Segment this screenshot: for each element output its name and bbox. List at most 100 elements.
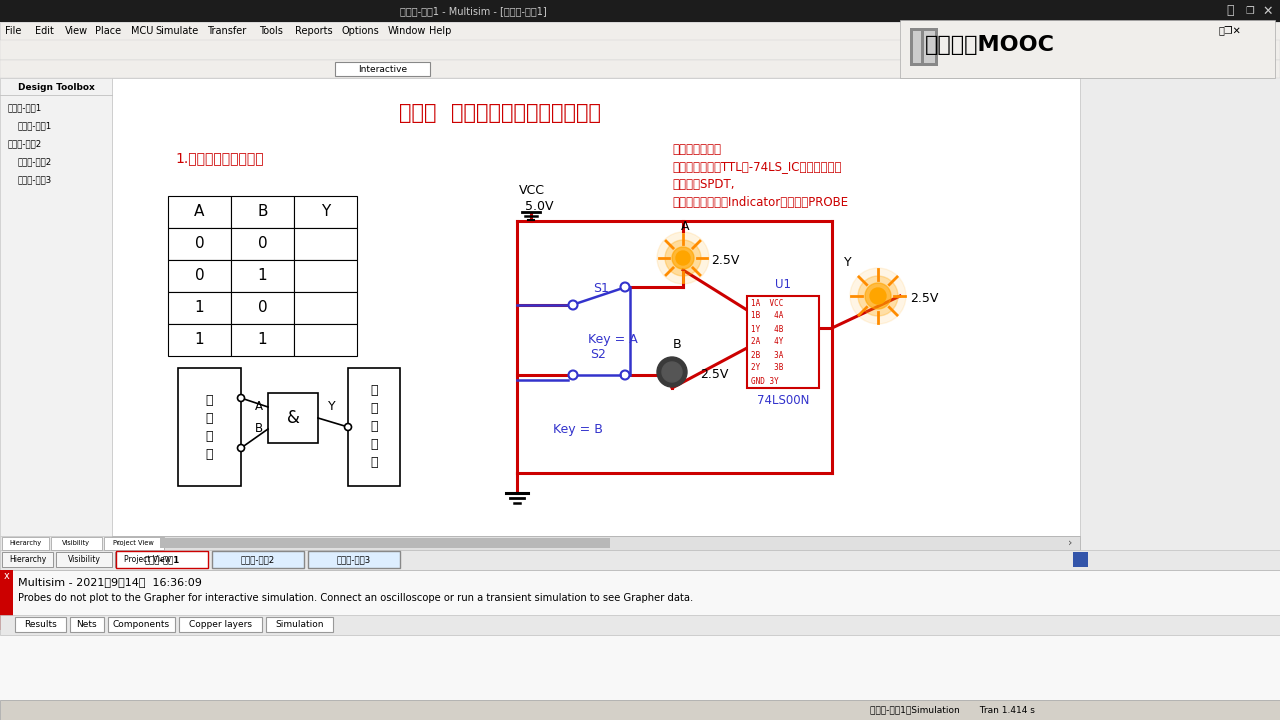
Text: 逻
辑
开
关: 逻 辑 开 关 (206, 394, 214, 461)
Text: 指示灯选择指示器Indicator子库里的PROBE: 指示灯选择指示器Indicator子库里的PROBE (672, 196, 849, 209)
Circle shape (621, 371, 630, 379)
Text: Interactive: Interactive (358, 65, 407, 73)
Text: 1.与非门逻辑功能测试: 1.与非门逻辑功能测试 (175, 151, 264, 165)
Bar (178, 617, 262, 632)
Text: 2.5V: 2.5V (700, 369, 728, 382)
Bar (0, 0, 1280, 22)
Text: Design Toolbox: Design Toolbox (18, 83, 95, 91)
Bar (913, 31, 934, 63)
Bar (0, 570, 13, 630)
Bar (3, 537, 49, 550)
Circle shape (657, 232, 709, 284)
Text: 2Y   3B: 2Y 3B (751, 364, 783, 372)
Text: B: B (255, 423, 262, 436)
Text: 1: 1 (257, 269, 268, 284)
Bar (0, 570, 1280, 720)
Text: 1: 1 (195, 300, 205, 315)
Bar (212, 551, 305, 568)
Text: 2.5V: 2.5V (910, 292, 938, 305)
Text: Y: Y (845, 256, 851, 269)
Text: 电
平
指
示
灯: 电 平 指 示 灯 (370, 384, 378, 469)
Text: File: File (5, 26, 22, 36)
Text: 实验六-步骤2: 实验六-步骤2 (18, 158, 52, 166)
Text: 仿真电路如下：: 仿真电路如下： (672, 143, 721, 156)
Bar (910, 28, 938, 66)
Text: &: & (287, 409, 300, 427)
Text: 2.5V: 2.5V (710, 254, 740, 268)
Text: Options: Options (340, 26, 379, 36)
Text: Y: Y (328, 400, 335, 413)
Text: 0: 0 (257, 300, 268, 315)
Text: Copper layers: Copper layers (188, 620, 252, 629)
Text: U1: U1 (774, 279, 791, 292)
Bar (168, 292, 230, 324)
Text: 中国大学MOOC: 中国大学MOOC (925, 35, 1055, 55)
Bar (113, 78, 1080, 536)
Bar (266, 617, 333, 632)
Bar (116, 551, 207, 568)
Bar (160, 538, 611, 548)
Bar (294, 324, 357, 356)
Text: 实验六-步骤1: 实验六-步骤1 (18, 122, 52, 130)
Circle shape (858, 276, 899, 316)
Circle shape (870, 288, 886, 304)
Text: －❒✕: －❒✕ (1219, 26, 1242, 36)
Bar (56, 552, 113, 567)
Bar (50, 537, 101, 550)
Bar (294, 196, 357, 228)
Text: Project View: Project View (113, 541, 154, 546)
Text: Key = B: Key = B (553, 423, 603, 436)
Bar (178, 368, 241, 486)
Circle shape (344, 423, 352, 431)
Bar (104, 537, 164, 550)
Text: 实验六  集成与非门与组合逻辑电路: 实验六 集成与非门与组合逻辑电路 (399, 103, 602, 123)
Text: 2B   3A: 2B 3A (751, 351, 783, 359)
Bar (3, 552, 54, 567)
Text: 集成与非门选择TTL库-74LS_IC列表里面选择: 集成与非门选择TTL库-74LS_IC列表里面选择 (672, 161, 841, 174)
Text: MCU: MCU (131, 26, 152, 36)
Text: Edit: Edit (35, 26, 54, 36)
Text: －: － (1226, 4, 1234, 17)
Bar (308, 551, 399, 568)
Bar (0, 22, 1280, 40)
Bar (15, 617, 65, 632)
Bar (108, 617, 174, 632)
Text: Probes do not plot to the Grapher for interactive simulation. Connect an oscillo: Probes do not plot to the Grapher for in… (18, 593, 694, 603)
Text: 1B   4A: 1B 4A (751, 312, 783, 320)
Bar (0, 78, 113, 536)
Text: ✕: ✕ (1263, 4, 1274, 17)
Text: Components: Components (113, 620, 169, 629)
Text: Nets: Nets (77, 620, 97, 629)
Text: Help: Help (429, 26, 451, 36)
Text: x: x (4, 571, 9, 581)
Bar (0, 615, 1280, 635)
Bar (168, 228, 230, 260)
Text: B: B (673, 338, 681, 351)
Bar (230, 260, 294, 292)
Bar (348, 368, 399, 486)
Text: ›: › (1068, 538, 1073, 548)
Text: 5.0V: 5.0V (525, 199, 553, 212)
Circle shape (672, 247, 694, 269)
Text: 2A   4Y: 2A 4Y (751, 338, 783, 346)
Text: GND 3Y: GND 3Y (751, 377, 778, 385)
Text: 0: 0 (195, 269, 205, 284)
Text: Hierarchy: Hierarchy (9, 555, 46, 564)
Text: Results: Results (24, 620, 56, 629)
Text: 实验六-步骤1 - Multisim - [实验六-步骤1]: 实验六-步骤1 - Multisim - [实验六-步骤1] (399, 6, 547, 16)
Text: 实验六-步骤3: 实验六-步骤3 (337, 556, 371, 564)
Bar (115, 552, 180, 567)
Text: Visibility: Visibility (68, 555, 101, 564)
Bar (69, 617, 104, 632)
Text: 实验六-步骤2: 实验六-步骤2 (8, 140, 42, 148)
Text: Window: Window (388, 26, 426, 36)
Text: Hierarchy: Hierarchy (9, 541, 41, 546)
Bar (748, 296, 819, 388)
Text: 1: 1 (195, 333, 205, 348)
Text: Key = A: Key = A (588, 333, 637, 346)
Circle shape (657, 357, 687, 387)
Text: A: A (255, 400, 262, 413)
Circle shape (865, 283, 891, 309)
Circle shape (666, 240, 701, 276)
Text: 0: 0 (195, 236, 205, 251)
